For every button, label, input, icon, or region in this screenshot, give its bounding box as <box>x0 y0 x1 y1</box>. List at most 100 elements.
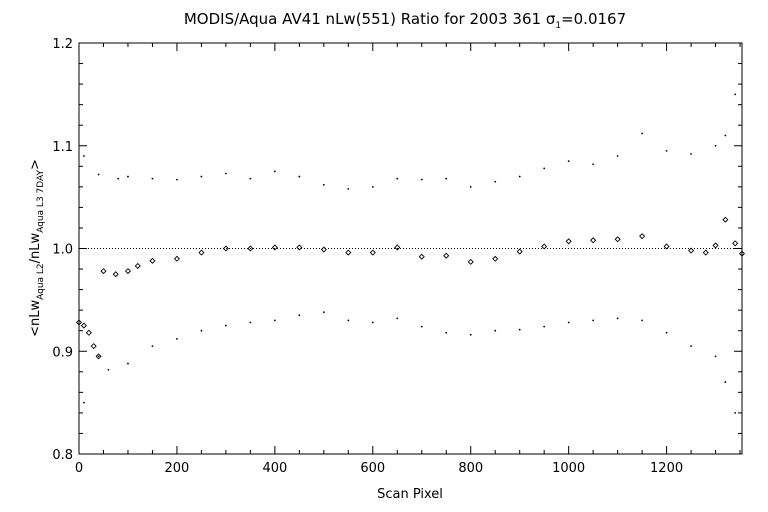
chart-title: MODIS/Aqua AV41 nLw(551) Ratio for 2003 … <box>184 10 626 31</box>
data-point <box>222 245 229 252</box>
band-point <box>371 321 374 324</box>
data-point <box>516 248 523 255</box>
data-point <box>722 216 729 223</box>
x-tick-label: 0 <box>75 461 83 476</box>
band-point <box>543 325 546 328</box>
data-point <box>394 244 401 251</box>
band-point <box>176 178 178 181</box>
band-point <box>469 333 472 336</box>
band-point <box>347 188 350 190</box>
band-point <box>724 381 727 383</box>
band-point <box>127 175 129 178</box>
band-point <box>420 178 423 181</box>
data-point <box>702 249 709 256</box>
band-point <box>322 311 325 314</box>
data-point <box>198 249 205 256</box>
band-point <box>734 93 737 96</box>
series-mean-ratio <box>75 216 746 360</box>
band-point <box>616 155 619 157</box>
band-point <box>724 134 727 137</box>
data-point <box>80 322 87 329</box>
band-point <box>665 331 668 334</box>
band-point <box>249 177 252 180</box>
band-point <box>151 177 154 180</box>
data-point <box>590 237 597 244</box>
band-point <box>616 317 619 320</box>
data-point <box>124 268 132 275</box>
band-point <box>567 160 570 163</box>
band-point <box>690 153 692 155</box>
data-point <box>296 244 303 251</box>
series-upper-band <box>82 93 737 190</box>
band-point <box>469 185 472 188</box>
plot-area <box>75 93 746 414</box>
data-point <box>369 249 376 256</box>
band-point <box>249 321 252 324</box>
band-point <box>273 170 276 173</box>
band-point <box>445 331 448 334</box>
band-point <box>641 132 644 135</box>
band-point <box>151 345 154 348</box>
band-point <box>592 319 595 322</box>
band-point <box>298 175 301 178</box>
y-tick-label: 1.2 <box>52 37 73 52</box>
band-point <box>82 155 85 157</box>
band-point <box>494 180 497 183</box>
band-point <box>82 401 85 404</box>
data-point <box>320 246 327 253</box>
x-tick-label: 400 <box>262 461 287 476</box>
band-point <box>298 314 301 317</box>
data-point <box>639 233 646 240</box>
band-point <box>97 173 100 176</box>
data-point <box>492 255 499 262</box>
band-point <box>322 183 325 186</box>
data-point <box>95 353 102 360</box>
band-point <box>107 368 110 371</box>
data-point <box>345 249 352 256</box>
x-tick-label: 800 <box>458 461 483 476</box>
band-point <box>371 185 374 188</box>
band-point <box>200 175 203 178</box>
data-point <box>90 343 97 350</box>
band-point <box>200 329 203 332</box>
band-point <box>396 317 399 320</box>
band-point <box>445 177 448 180</box>
band-point <box>117 177 120 180</box>
data-point <box>418 253 425 260</box>
data-point <box>565 238 572 245</box>
x-tick-label: 200 <box>165 461 190 476</box>
data-point <box>732 240 739 247</box>
x-axis-label: Scan Pixel <box>377 487 443 502</box>
data-point <box>134 262 141 270</box>
data-point <box>541 243 548 250</box>
band-point <box>347 319 350 322</box>
band-point <box>567 321 570 324</box>
y-tick-label: 1.1 <box>52 140 73 155</box>
band-point <box>494 329 497 332</box>
data-point <box>614 236 621 243</box>
data-point <box>271 244 278 251</box>
data-point <box>712 242 719 249</box>
series-lower-band <box>82 311 737 414</box>
band-point <box>97 355 100 358</box>
band-point <box>127 362 129 365</box>
band-point <box>518 175 521 178</box>
band-point <box>176 338 178 340</box>
band-point <box>224 324 227 327</box>
band-point <box>665 149 668 152</box>
band-point <box>420 325 423 328</box>
y-tick-label: 0.8 <box>52 448 73 463</box>
x-tick-label: 1200 <box>650 461 683 476</box>
data-point <box>688 247 695 254</box>
x-tick-label: 600 <box>360 461 385 476</box>
data-point <box>173 255 180 262</box>
data-point <box>100 268 107 275</box>
data-point <box>247 245 254 252</box>
data-point <box>112 271 119 278</box>
y-tick-label: 0.9 <box>52 345 73 360</box>
data-point <box>85 329 92 336</box>
band-point <box>224 172 227 175</box>
band-point <box>543 167 546 170</box>
band-point <box>734 412 737 414</box>
